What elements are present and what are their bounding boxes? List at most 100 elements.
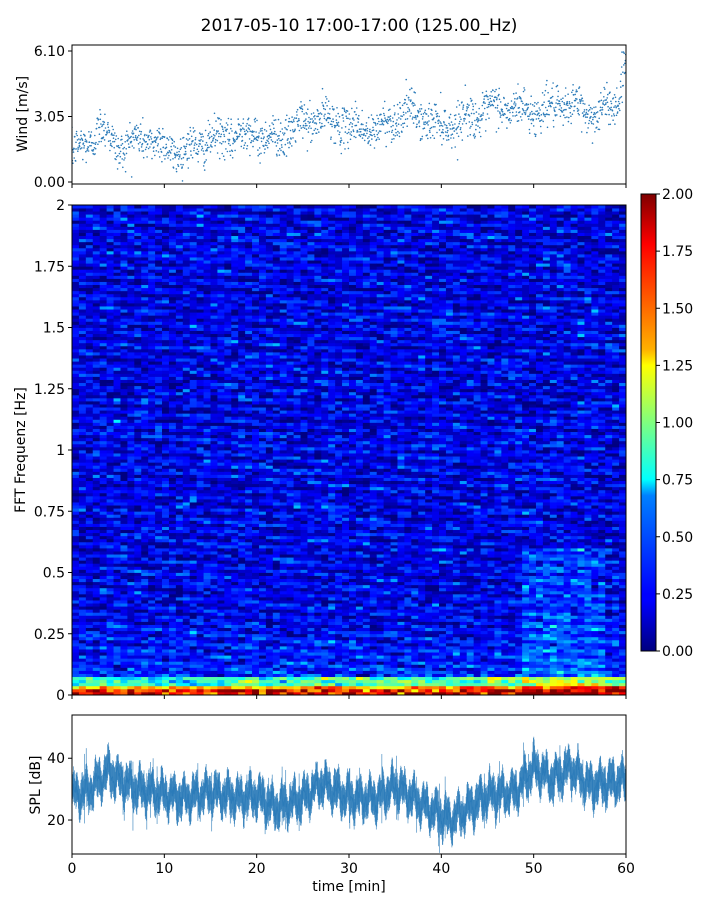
wind-data-point bbox=[536, 110, 539, 112]
wind-data-point bbox=[298, 118, 300, 120]
spectrogram-cell bbox=[134, 321, 142, 325]
spectrogram-cell bbox=[106, 572, 114, 576]
spectrogram-cell bbox=[175, 208, 184, 212]
spectrogram-cell bbox=[127, 260, 135, 264]
spectrogram-cell bbox=[155, 321, 163, 325]
wind-data-point bbox=[114, 138, 117, 141]
wind-data-point bbox=[296, 120, 299, 123]
spectrogram-cell bbox=[141, 232, 149, 237]
wind-data-point bbox=[78, 144, 81, 147]
wind-data-point bbox=[369, 128, 371, 131]
wind-data-point bbox=[200, 136, 203, 138]
wind-data-point bbox=[600, 92, 602, 94]
spectrogram-cell bbox=[182, 269, 191, 273]
spectrogram-cell bbox=[127, 238, 135, 243]
spectrogram-cell bbox=[92, 220, 101, 224]
wind-data-point bbox=[372, 129, 375, 131]
wind-data-point bbox=[405, 112, 407, 114]
spectrogram-cell bbox=[134, 339, 142, 344]
wind-data-point bbox=[587, 113, 589, 115]
spectrogram-cell bbox=[168, 229, 177, 233]
wind-data-point bbox=[454, 146, 457, 148]
wind-data-point bbox=[103, 121, 106, 123]
spectrogram-cell bbox=[85, 434, 94, 439]
spectrogram-cell bbox=[106, 486, 114, 491]
spectrogram-cell bbox=[106, 254, 114, 258]
spectrogram-cell bbox=[106, 241, 114, 246]
wind-data-point bbox=[246, 145, 249, 147]
spectrogram-cell bbox=[106, 661, 114, 665]
spectrogram-cell bbox=[113, 551, 121, 555]
spectrogram-cell bbox=[85, 652, 94, 656]
spectrogram-cell bbox=[92, 548, 101, 552]
spectrogram-cell bbox=[182, 260, 191, 264]
spectrogram-cell bbox=[78, 495, 87, 500]
spectrogram-cell bbox=[148, 361, 156, 365]
wind-data-point bbox=[230, 118, 232, 120]
spectrogram-cell bbox=[148, 217, 156, 221]
spectrogram-cell bbox=[168, 244, 177, 249]
spectrogram-cell bbox=[155, 603, 163, 607]
spectrogram-cell bbox=[175, 462, 184, 466]
spectrogram-cell bbox=[134, 529, 142, 534]
spectrogram-cell bbox=[78, 226, 87, 230]
spectrogram-cell bbox=[203, 443, 211, 448]
spectrogram-cell bbox=[92, 241, 101, 246]
wind-data-point bbox=[125, 152, 128, 155]
spectrogram-cell bbox=[72, 214, 80, 218]
spectrogram-cell bbox=[106, 609, 114, 613]
wind-data-point bbox=[609, 108, 612, 111]
wind-data-point bbox=[302, 126, 304, 129]
spectrogram-cell bbox=[99, 606, 108, 610]
spectrogram-cell bbox=[99, 642, 108, 647]
spectrogram-cell bbox=[196, 361, 204, 365]
spectrogram-cell bbox=[134, 318, 142, 322]
spectrogram-cell bbox=[134, 538, 142, 543]
spectrogram-cell bbox=[155, 226, 163, 230]
spectrogram-cell bbox=[162, 419, 170, 423]
spectrogram-cell bbox=[189, 453, 198, 457]
spectrogram-cell bbox=[203, 633, 211, 638]
spectrogram-cell bbox=[85, 290, 94, 295]
spectrogram-cell bbox=[113, 342, 121, 347]
spectrogram-cell bbox=[85, 597, 94, 601]
spectrogram-cell bbox=[78, 284, 87, 289]
wind-data-point bbox=[366, 130, 369, 132]
wind-data-point bbox=[367, 137, 369, 140]
spectrogram-cell bbox=[148, 257, 156, 261]
wind-data-point bbox=[249, 130, 251, 132]
spectrogram-cell bbox=[113, 214, 121, 218]
spectrogram-cell bbox=[99, 636, 108, 641]
spectrogram-cell bbox=[196, 324, 204, 328]
spectrogram-cell bbox=[127, 388, 135, 393]
spectrogram-cell bbox=[162, 532, 170, 537]
wind-data-point bbox=[607, 93, 609, 96]
spectrogram-cell bbox=[148, 544, 156, 549]
spectrogram-cell bbox=[203, 563, 211, 567]
spectrogram-cell bbox=[189, 244, 198, 249]
spectrogram-cell bbox=[106, 502, 114, 506]
spectrogram-cell bbox=[148, 269, 156, 273]
spectrogram-cell bbox=[113, 407, 121, 411]
wind-data-point bbox=[594, 131, 596, 133]
spectrogram-cell bbox=[196, 321, 204, 325]
spectrogram-cell bbox=[113, 388, 121, 393]
spectrogram-cell bbox=[162, 361, 170, 365]
wind-data-point bbox=[271, 133, 274, 135]
spectrogram-cell bbox=[134, 624, 142, 629]
wind-data-point bbox=[177, 153, 179, 156]
wind-data-point bbox=[500, 114, 502, 116]
spectrogram-cell bbox=[72, 440, 80, 445]
spectrogram-cell bbox=[162, 489, 170, 494]
spectrogram-cell bbox=[175, 290, 184, 295]
spectrogram-cell bbox=[85, 321, 94, 325]
spectrogram-cell bbox=[99, 597, 108, 601]
spectrogram-cell bbox=[134, 664, 142, 668]
spectrogram-cell bbox=[141, 532, 149, 537]
wind-data-point bbox=[337, 121, 340, 124]
spectrogram-cell bbox=[189, 330, 198, 335]
spectrogram-cell bbox=[106, 541, 114, 546]
wind-data-point bbox=[179, 138, 182, 140]
spectrogram-cell bbox=[127, 428, 135, 433]
spectrogram-cell bbox=[106, 477, 114, 482]
